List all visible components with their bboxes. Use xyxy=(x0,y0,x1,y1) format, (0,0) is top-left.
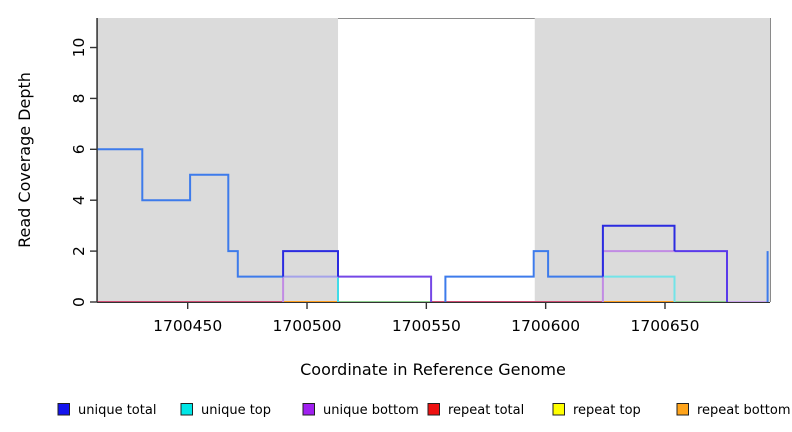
legend-swatch-unique-total xyxy=(57,403,70,416)
legend-swatch-unique-bottom xyxy=(302,403,315,416)
legend-label-unique-total: unique total xyxy=(78,403,156,418)
legend: unique total unique top unique bottom repea… xyxy=(57,403,791,418)
legend-swatch-unique-top xyxy=(180,403,193,416)
y-tick-label: 10 xyxy=(70,38,88,58)
y-tick-label: 6 xyxy=(70,144,88,154)
axes: 0 2 4 6 8 10 1700450 1700500 1700550 1700600 17006… xyxy=(70,18,770,335)
y-axis-title: Read Coverage Depth xyxy=(15,72,34,248)
series-segment-unique-total xyxy=(601,224,676,277)
x-tick-label: 1700450 xyxy=(153,317,222,335)
y-tick-label: 0 xyxy=(70,297,88,307)
x-tick-label: 1700550 xyxy=(392,317,461,335)
legend-label-unique-bottom: unique bottom xyxy=(323,403,419,418)
legend-label-repeat-bottom: repeat bottom xyxy=(697,403,791,418)
shaded-repeat-band xyxy=(534,18,770,302)
x-tick-label: 1700600 xyxy=(511,317,580,335)
legend-swatch-repeat-bottom xyxy=(676,403,689,416)
legend-swatch-repeat-total xyxy=(427,403,440,416)
legend-label-repeat-top: repeat top xyxy=(573,403,641,418)
y-tick-label: 8 xyxy=(70,93,88,103)
x-tick-label: 1700650 xyxy=(630,317,699,335)
series-segment-unique-bottom xyxy=(338,275,433,302)
series-segment-unique-total xyxy=(282,250,339,277)
series-segment-unique-bottom-and-total xyxy=(674,250,728,302)
x-axis-title: Coordinate in Reference Genome xyxy=(300,360,566,379)
series-segment-unique-total xyxy=(444,250,603,302)
shaded-repeat-band xyxy=(98,18,339,302)
legend-label-repeat-total: repeat total xyxy=(448,403,524,418)
plot-area xyxy=(97,18,771,303)
x-tick-label: 1700500 xyxy=(272,317,341,335)
legend-swatch-repeat-top xyxy=(552,403,565,416)
series-segment-unique-total xyxy=(97,148,284,278)
series-segment-unique-top xyxy=(602,275,676,302)
y-tick-label: 2 xyxy=(70,246,88,256)
legend-label-unique-top: unique top xyxy=(201,403,271,418)
y-tick-label: 4 xyxy=(70,195,88,205)
